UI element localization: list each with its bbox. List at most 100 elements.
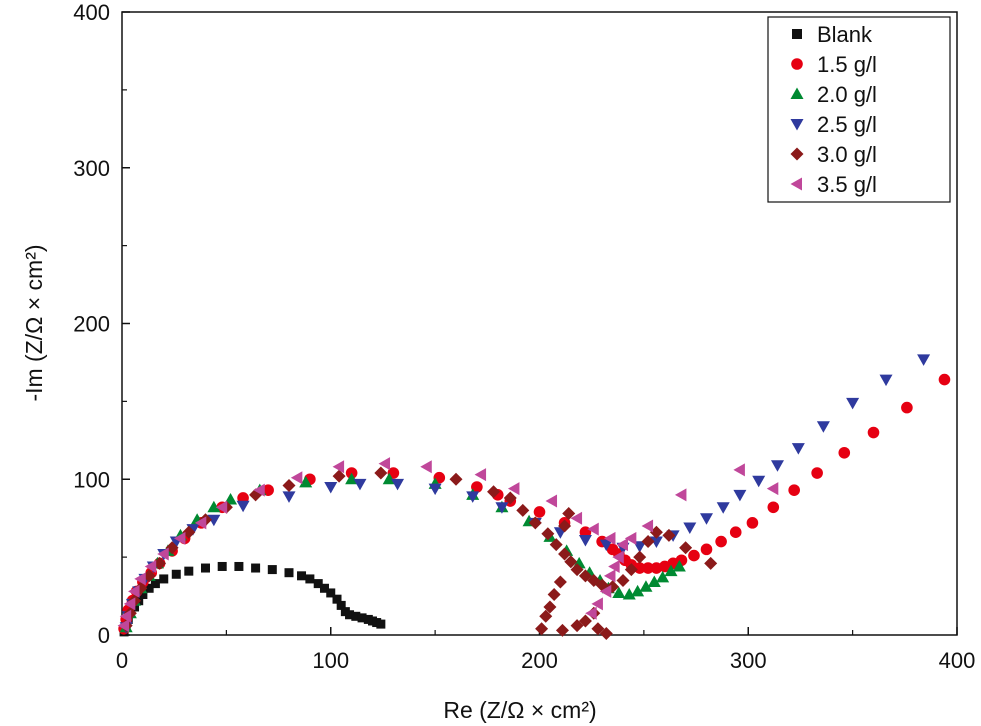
- data-point: [733, 489, 747, 502]
- data-point: [578, 534, 592, 547]
- data-point: [391, 478, 405, 491]
- data-point: [555, 623, 569, 637]
- data-point: [641, 535, 655, 549]
- data-point: [656, 570, 670, 583]
- data-point: [353, 478, 367, 491]
- data-point: [608, 559, 620, 573]
- data-point: [633, 541, 647, 553]
- data-point: [587, 522, 599, 536]
- data-point: [917, 354, 931, 366]
- data-point: [539, 609, 553, 623]
- x-axis-title: Re (Z/Ω × cm²): [443, 697, 596, 723]
- legend-marker: [790, 147, 804, 161]
- data-point: [297, 571, 307, 581]
- data-point: [879, 374, 893, 387]
- data-point: [332, 460, 345, 474]
- data-point: [182, 525, 196, 539]
- data-point: [207, 514, 221, 527]
- data-point: [672, 559, 686, 572]
- data-point: [688, 549, 700, 562]
- legend-marker: [790, 87, 804, 99]
- data-point: [159, 574, 169, 584]
- legend-marker: [790, 177, 802, 191]
- data-point: [938, 373, 951, 386]
- data-point: [495, 502, 509, 514]
- y-tick-label: 400: [73, 0, 110, 25]
- data-point: [503, 491, 517, 505]
- data-point: [649, 525, 663, 539]
- y-tick-label: 300: [73, 156, 110, 181]
- data-point: [599, 584, 612, 598]
- data-point: [622, 588, 636, 600]
- data-point: [549, 538, 563, 552]
- data-point: [449, 472, 463, 486]
- y-axis-title: -Im (Z/Ω × cm²): [21, 244, 47, 401]
- data-point: [332, 594, 342, 604]
- data-point: [578, 614, 592, 628]
- data-point: [587, 573, 601, 587]
- series-blank: [119, 561, 386, 637]
- data-point: [578, 569, 592, 583]
- data-point: [267, 565, 277, 575]
- data-point: [631, 584, 645, 597]
- data-point: [474, 468, 487, 482]
- data-point: [144, 559, 157, 573]
- data-point: [570, 619, 584, 633]
- y-tick-label: 200: [73, 312, 110, 337]
- x-tick-label: 200: [521, 648, 558, 673]
- data-point: [679, 541, 693, 555]
- data-point: [184, 566, 194, 576]
- data-point: [603, 531, 616, 545]
- data-point: [616, 538, 628, 552]
- data-point: [729, 526, 742, 539]
- y-tick-label: 0: [98, 623, 110, 648]
- legend-label: 3.5 g/l: [817, 172, 877, 197]
- data-point: [336, 600, 346, 610]
- data-point: [153, 556, 167, 570]
- data-point: [791, 443, 805, 455]
- data-point: [332, 469, 346, 483]
- legend-marker: [792, 29, 802, 39]
- data-point: [305, 574, 315, 584]
- legend-label: 1.5 g/l: [817, 52, 877, 77]
- data-point: [345, 610, 355, 620]
- legend: Blank 1.5 g/l 2.0 g/l 2.5 g/l 3.0 g/l 3.5 g/l: [767, 16, 951, 203]
- data-point: [639, 580, 653, 592]
- data-point: [150, 579, 160, 589]
- data-point: [194, 516, 207, 530]
- series-2-5-g-l: [119, 354, 931, 634]
- data-point: [558, 519, 572, 533]
- series-3-5-g-l: [117, 457, 779, 633]
- series-3-0-g-l: [119, 466, 718, 640]
- data-point: [867, 426, 880, 439]
- legend-box: [767, 16, 951, 203]
- data-point: [217, 561, 227, 571]
- data-point: [142, 569, 156, 583]
- data-point: [624, 563, 638, 577]
- data-point: [733, 463, 745, 477]
- data-point: [282, 491, 296, 503]
- data-point: [746, 517, 759, 529]
- data-point: [236, 500, 250, 513]
- data-point: [558, 547, 572, 561]
- data-point: [290, 471, 303, 485]
- data-point: [700, 543, 713, 556]
- data-point: [253, 483, 265, 497]
- data-point: [624, 531, 637, 545]
- y-axis-ticks: 0 100 200 300 400: [73, 0, 130, 648]
- data-point: [664, 564, 678, 577]
- data-point: [471, 481, 483, 493]
- data-point: [811, 467, 823, 479]
- data-point: [319, 583, 329, 593]
- legend-label: Blank: [817, 22, 873, 47]
- data-point: [171, 569, 181, 579]
- data-point: [553, 575, 567, 589]
- x-tick-label: 100: [312, 648, 349, 673]
- x-tick-label: 0: [116, 648, 128, 673]
- data-point: [357, 613, 367, 623]
- data-point: [138, 590, 148, 600]
- data-point: [612, 550, 624, 564]
- data-point: [351, 611, 361, 621]
- data-point: [541, 527, 555, 541]
- data-point: [207, 500, 221, 513]
